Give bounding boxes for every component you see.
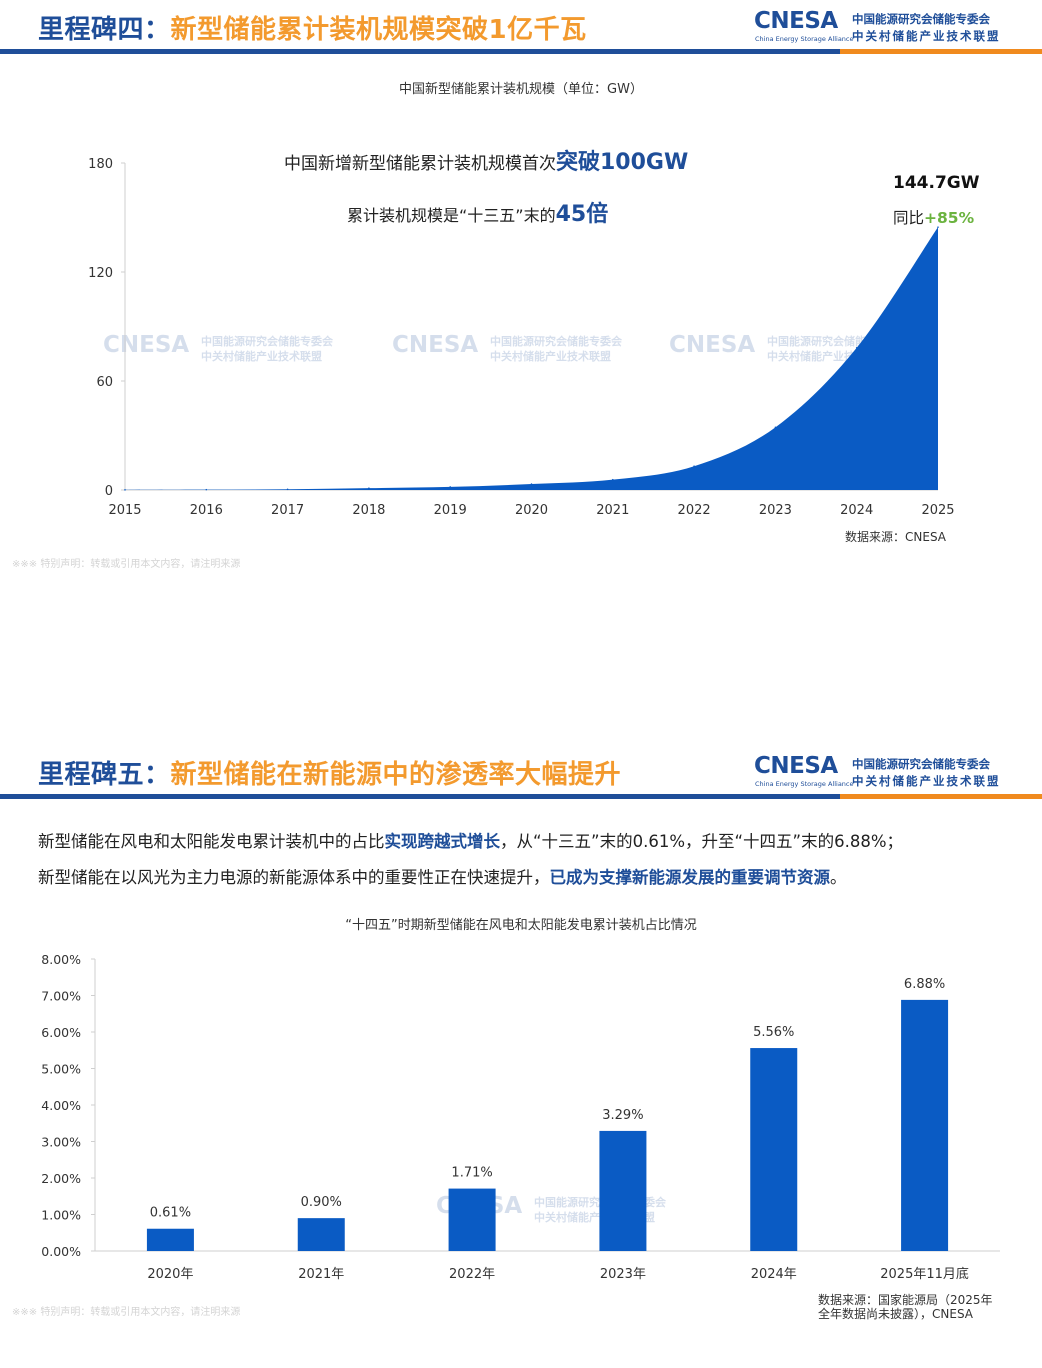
header-rule-blue <box>0 794 840 799</box>
bar-value-label: 0.61% <box>150 1206 191 1221</box>
y-tick-label: 7.00% <box>41 989 81 1004</box>
y-tick-label: 2.00% <box>41 1171 81 1186</box>
header-rule-orange <box>840 49 1042 54</box>
data-point <box>449 486 452 488</box>
bar-value-label: 3.29% <box>602 1108 643 1123</box>
page-title: 里程碑五：新型储能在新能源中的渗透率大幅提升 <box>38 760 622 790</box>
y-tick-label: 60 <box>96 375 113 390</box>
bar <box>146 1228 194 1251</box>
data-point <box>205 488 208 491</box>
data-point <box>937 226 939 228</box>
bar-chart: 0.00% 1.00% 2.00% 3.00% 4.00% 5.00% 6.00% 7.00%… <box>41 952 1000 1282</box>
last-value-label: 144.7GW <box>893 173 980 193</box>
section-header: 里程碑四：新型储能累计装机规模突破1亿千瓦 CNESA China Energy… <box>0 0 1042 58</box>
cnesa-logo: CNESA China Energy Storage Alliance 中国能源… <box>754 753 1001 788</box>
y-tick-label: 8.00% <box>41 952 81 967</box>
x-tick-label: 2022 <box>678 503 711 518</box>
chart-annotation-1: 中国新增新型储能累计装机规模首次突破100GW <box>284 150 689 175</box>
chart-title: 中国新型储能累计装机规模（单位：GW） <box>399 82 643 97</box>
bar <box>448 1188 496 1251</box>
y-tick-label: 120 <box>88 266 113 281</box>
header-rule-orange <box>840 794 1042 799</box>
chart-title: “十四五”时期新型储能在风电和太阳能发电累计装机占比情况 <box>345 918 697 933</box>
y-tick-label: 3.00% <box>41 1135 81 1150</box>
bar-value-label: 6.88% <box>904 977 945 992</box>
bar <box>750 1048 798 1251</box>
yoy-label: 同比+85% <box>893 209 975 227</box>
data-source: 数据来源：CNESA <box>845 530 946 544</box>
data-point <box>855 346 858 349</box>
data-source: 数据来源：国家能源局（2025年 全年数据尚未披露），CNESA <box>818 1293 993 1321</box>
x-tick-label: 2016 <box>190 503 223 518</box>
header-rule-blue <box>0 49 840 54</box>
bar <box>901 999 949 1251</box>
section-header: 里程碑五：新型储能在新能源中的渗透率大幅提升 CNESA China Energ… <box>0 745 1042 803</box>
body-text-line-1: 新型储能在风电和太阳能发电累计装机中的占比实现跨越式增长，从“十三五”末的0.6… <box>38 832 904 851</box>
x-tick-label: 2024年 <box>751 1267 797 1282</box>
x-tick-label: 2017 <box>271 503 304 518</box>
y-tick-label: 180 <box>88 157 113 172</box>
data-point <box>530 483 533 485</box>
x-tick-label: 2023 <box>759 503 792 518</box>
x-tick-label: 2020 <box>515 503 548 518</box>
data-point <box>368 487 370 489</box>
y-tick-label: 1.00% <box>41 1208 81 1223</box>
bar <box>599 1130 647 1251</box>
x-tick-label: 2025年11月底 <box>880 1266 969 1282</box>
body-text-line-2: 新型储能在以风光为主力电源的新能源体系中的重要性正在快速提升，已成为支撑新能源发… <box>38 868 847 887</box>
y-tick-label: 5.00% <box>41 1062 81 1077</box>
x-tick-label: 2021 <box>596 503 629 518</box>
area-chart: 0 60 120 180 2015 2016 2017 2018 2019 2020 2021 202… <box>88 157 954 518</box>
milestone-4-section: 里程碑四：新型储能累计装机规模突破1亿千瓦 CNESA China Energy… <box>0 0 1042 570</box>
y-tick-label: 6.00% <box>41 1025 81 1040</box>
milestone-5-section: 里程碑五：新型储能在新能源中的渗透率大幅提升 CNESA China Energ… <box>0 745 1042 1368</box>
y-tick-label: 4.00% <box>41 1098 81 1113</box>
page-title: 里程碑四：新型储能累计装机规模突破1亿千瓦 <box>38 15 587 45</box>
x-tick-label: 2025 <box>921 503 954 518</box>
data-point <box>124 489 126 491</box>
bar-value-label: 1.71% <box>451 1166 492 1181</box>
data-point <box>693 465 695 468</box>
cnesa-logo: CNESA China Energy Storage Alliance 中国能源… <box>754 8 1001 43</box>
series-area <box>125 227 938 490</box>
x-tick-label: 2023年 <box>600 1267 646 1282</box>
x-tick-label: 2020年 <box>147 1267 193 1282</box>
x-tick-label: 2019 <box>434 503 467 518</box>
data-point <box>774 426 777 429</box>
x-tick-label: 2024 <box>840 503 873 518</box>
x-tick-label: 2018 <box>352 503 385 518</box>
data-point <box>286 488 289 491</box>
y-tick-label: 0 <box>105 484 113 499</box>
x-tick-label: 2021年 <box>298 1267 344 1282</box>
disclaimer: ※※※ 特别声明：转载或引用本文内容，请注明来源 <box>12 559 241 570</box>
bar-value-label: 5.56% <box>753 1025 794 1040</box>
bar <box>297 1218 345 1251</box>
data-point <box>612 478 614 481</box>
x-tick-label: 2015 <box>108 503 141 518</box>
disclaimer: ※※※ 特别声明：转载或引用本文内容，请注明来源 <box>12 1307 241 1318</box>
x-tick-label: 2022年 <box>449 1267 495 1282</box>
chart-annotation-2: 累计装机规模是“十三五”末的45倍 <box>347 202 609 227</box>
y-tick-label: 0.00% <box>41 1244 81 1259</box>
bar-value-label: 0.90% <box>301 1195 342 1210</box>
